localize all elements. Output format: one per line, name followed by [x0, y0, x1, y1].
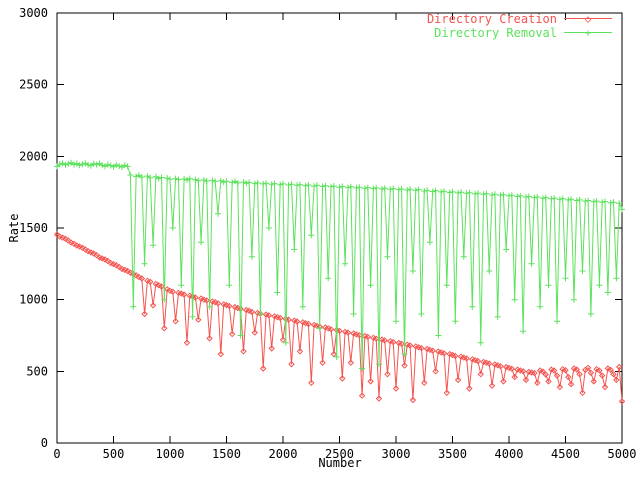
y-axis-title: Rate: [7, 213, 21, 243]
y-tick-label: 1500: [19, 221, 48, 235]
directory-creation-markers: [53, 231, 626, 405]
x-tick-label: 3500: [438, 447, 467, 461]
x-tick-label: 2000: [269, 447, 298, 461]
legend-row-directory-creation: Directory Creation ◇: [426, 11, 612, 26]
plus-marker-icon: +: [584, 26, 592, 39]
legend: Directory Creation ◇ Directory Removal +: [426, 11, 612, 40]
directory-creation-line: [56, 234, 623, 402]
x-tick-label: 1000: [156, 447, 185, 461]
x-tick-label: 3000: [382, 447, 411, 461]
x-tick-label: 4500: [551, 447, 580, 461]
x-tick-label: 0: [53, 447, 60, 461]
y-tick-label: 2000: [19, 149, 48, 163]
x-tick-label: 4000: [495, 447, 524, 461]
x-tick-label: 2500: [325, 447, 354, 461]
x-tick-label: 5000: [608, 447, 637, 461]
y-tick-label: 500: [26, 364, 48, 378]
x-tick-label: 1500: [212, 447, 241, 461]
legend-row-directory-removal: Directory Removal +: [427, 25, 612, 40]
legend-line-sample: [564, 32, 612, 33]
x-axis-title: Number: [318, 456, 362, 470]
legend-label-directory-creation: Directory Creation: [426, 11, 557, 26]
x-tick-label: 500: [103, 447, 125, 461]
legend-sample-directory-creation: ◇: [564, 12, 612, 25]
legend-label-directory-removal: Directory Removal: [434, 25, 557, 40]
y-tick-label: 2500: [19, 78, 48, 92]
diamond-marker-icon: ◇: [584, 12, 592, 25]
legend-sample-directory-removal: +: [564, 26, 612, 39]
y-tick-label: 0: [41, 436, 48, 450]
y-tick-label: 3000: [19, 6, 48, 20]
y-tick-label: 1000: [19, 293, 48, 307]
directory-removal-markers: [54, 159, 625, 372]
legend-line-sample: [564, 18, 612, 19]
